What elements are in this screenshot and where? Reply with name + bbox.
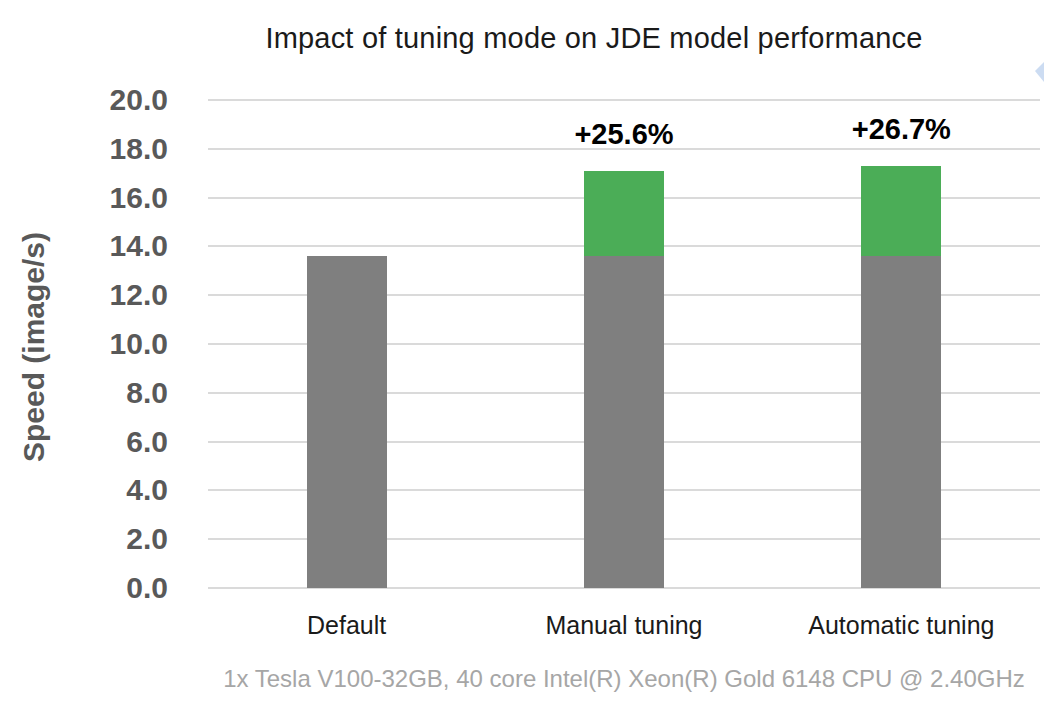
y-axis-labels: 0.02.04.06.08.010.012.014.016.018.020.0 — [0, 100, 168, 588]
y-tick-label: 12.0 — [110, 280, 168, 310]
y-tick-label: 10.0 — [110, 329, 168, 359]
y-tick-label: 8.0 — [126, 378, 168, 408]
bar-annotation: +26.7% — [852, 115, 951, 144]
bar-segment-tuning-gain — [861, 166, 941, 256]
y-tick-label: 18.0 — [110, 134, 168, 164]
bar-annotation: +25.6% — [574, 120, 673, 149]
bar-automatic-tuning — [861, 166, 941, 588]
gridline — [208, 99, 1040, 101]
plot-area: +25.6% +26.7% — [208, 100, 1040, 588]
hardware-footnote: 1x Tesla V100-32GB, 40 core Intel(R) Xeo… — [208, 665, 1040, 693]
bar-segment-baseline-speed — [584, 256, 664, 588]
x-category-label: Default — [307, 612, 386, 640]
bar-default — [307, 256, 387, 588]
bar-segment-tuning-gain — [584, 171, 664, 256]
y-tick-label: 14.0 — [110, 231, 168, 261]
bar-manual-tuning — [584, 171, 664, 588]
y-tick-label: 6.0 — [126, 427, 168, 457]
chart-title: Impact of tuning mode on JDE model perfo… — [174, 22, 1014, 55]
x-category-label: Automatic tuning — [808, 612, 994, 640]
y-tick-label: 0.0 — [126, 573, 168, 603]
y-tick-label: 20.0 — [110, 85, 168, 115]
bar-segment-baseline-speed — [861, 256, 941, 588]
x-category-label: Manual tuning — [545, 612, 702, 640]
bar-segment-baseline-speed — [307, 256, 387, 588]
x-axis-labels: Default Manual tuning Automatic tuning — [208, 612, 1040, 646]
y-tick-label: 4.0 — [126, 475, 168, 505]
y-tick-label: 2.0 — [126, 524, 168, 554]
y-tick-label: 16.0 — [110, 183, 168, 213]
bar-chart: Impact of tuning mode on JDE model perfo… — [0, 0, 1044, 715]
cropped-icon-artifact — [1035, 62, 1044, 82]
